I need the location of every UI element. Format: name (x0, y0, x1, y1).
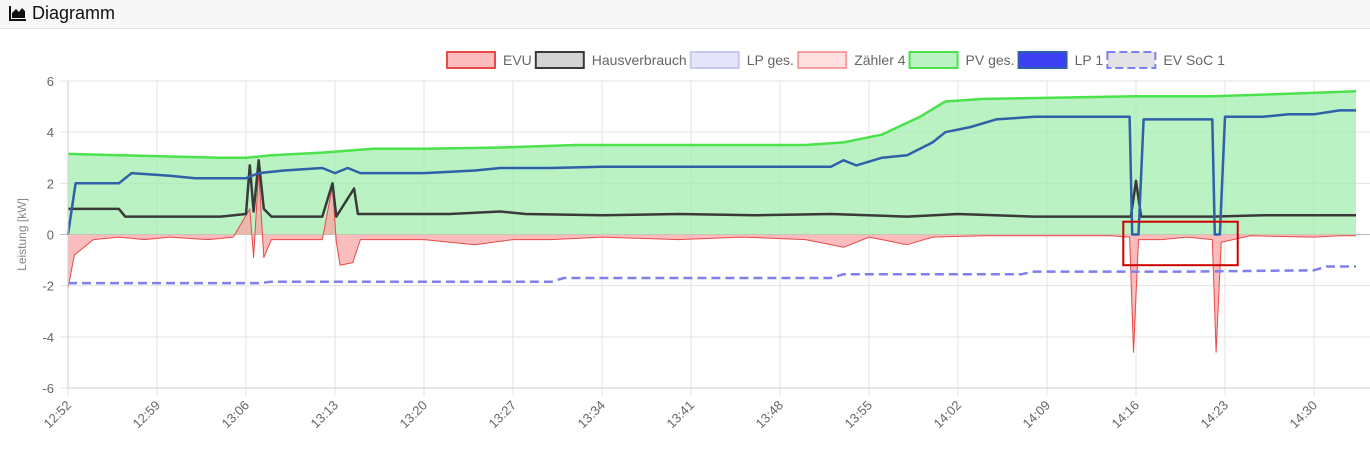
x-tick-label: 13:41 (664, 398, 698, 432)
x-tick-label: 13:13 (308, 398, 342, 432)
x-tick-label: 13:06 (219, 398, 253, 432)
series-line-ev-soc-1 (68, 265, 1356, 285)
series-lines (66, 89, 1357, 353)
x-tick-label: 14:16 (1109, 398, 1143, 432)
legend-label-ev-soc-1: EV SoC 1 (1163, 52, 1225, 68)
x-tick-label: 12:52 (41, 398, 75, 432)
legend-swatch-lp-1 (1017, 51, 1068, 69)
legend-swatch-z-hler-4 (797, 51, 848, 69)
legend-swatch-ev-soc-1 (1106, 51, 1157, 69)
y-tick-label: 2 (47, 176, 54, 191)
y-tick-label: -2 (42, 279, 54, 294)
legend-swatch-pv-ges- (908, 51, 959, 69)
y-tick-label: -6 (42, 381, 54, 396)
y-tick-label: -4 (42, 330, 54, 345)
legend-label-evu: EVU (503, 52, 532, 68)
x-tick-label: 13:34 (575, 398, 609, 432)
power-chart: EVU Hausverbrauch LP ges. Zähler 4 PV ges. LP… (15, 51, 1370, 432)
legend-label-hausverbrauch: Hausverbrauch (592, 52, 687, 68)
legend-label-z-hler-4: Zähler 4 (854, 52, 906, 68)
legend-label-lp-1: LP 1 (1075, 52, 1104, 68)
x-tick-label: 14:09 (1020, 398, 1054, 432)
chart-legend: EVU Hausverbrauch LP ges. Zähler 4 PV ges. LP… (446, 51, 1225, 69)
series-area-pv-ges- (68, 91, 1356, 235)
x-tick-label: 14:30 (1287, 398, 1321, 432)
series-line-pv-ges- (67, 89, 1357, 160)
y-axis-label: Leistung [kW] (15, 198, 29, 271)
panel-title: Diagramm (32, 3, 116, 23)
y-tick-label: 6 (47, 74, 54, 89)
y-tick-label: 4 (47, 125, 54, 140)
x-tick-label: 13:48 (753, 398, 787, 432)
series-areas (68, 91, 1356, 353)
x-tick-label: 13:55 (842, 398, 876, 432)
legend-label-pv-ges-: PV ges. (966, 52, 1015, 68)
y-tick-label: 0 (47, 228, 54, 243)
highlight-box (1122, 220, 1239, 267)
x-tick-label: 13:27 (486, 398, 520, 432)
legend-swatch-hausverbrauch (534, 51, 585, 69)
series-line-evu (67, 170, 1356, 353)
x-tick-label: 12:59 (130, 398, 164, 432)
area-chart-icon (9, 6, 26, 21)
x-tick-label: 14:23 (1198, 398, 1232, 432)
legend-label-lp-ges-: LP ges. (747, 52, 794, 68)
legend-swatch-evu (446, 51, 496, 69)
x-tick-label: 13:20 (397, 398, 431, 432)
x-tick-label: 14:02 (931, 398, 965, 432)
series-line-hausverbrauch (68, 159, 1356, 218)
panel-header: Diagramm (0, 0, 1370, 29)
series-line-lp-1 (66, 109, 1356, 236)
legend-swatch-lp-ges- (689, 51, 740, 69)
